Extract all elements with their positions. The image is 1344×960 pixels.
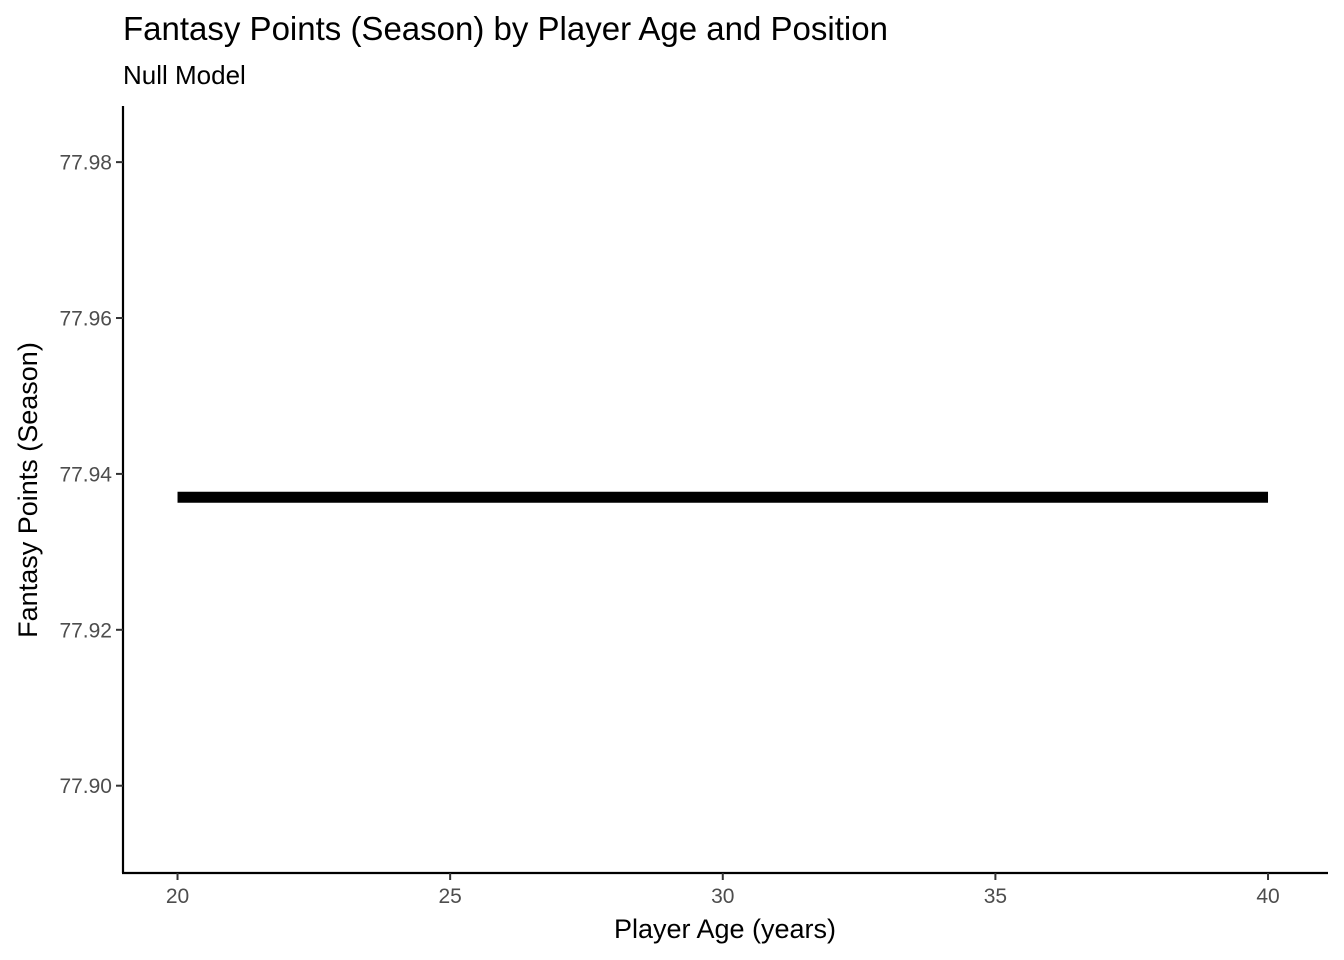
x-tick-label: 20 xyxy=(166,885,189,908)
x-tick-label: 30 xyxy=(711,885,734,908)
chart-subtitle: Null Model xyxy=(123,60,246,90)
y-tick-label: 77.96 xyxy=(59,308,112,331)
x-tick-label: 40 xyxy=(1256,885,1279,908)
y-tick-label: 77.98 xyxy=(59,152,112,175)
y-axis-ticks: 77.90 77.92 77.94 77.96 77.98 xyxy=(59,152,123,798)
x-axis-title: Player Age (years) xyxy=(614,914,836,944)
y-tick-label: 77.92 xyxy=(59,619,112,642)
x-tick-label: 25 xyxy=(438,885,461,908)
y-axis-title: Fantasy Points (Season) xyxy=(13,342,43,638)
chart-title: Fantasy Points (Season) by Player Age an… xyxy=(123,10,888,47)
x-tick-label: 35 xyxy=(984,885,1007,908)
y-tick-label: 77.94 xyxy=(59,463,112,486)
plot-panel: 77.90 77.92 77.94 77.96 77.98 20 25 30 35 40 xyxy=(59,106,1328,908)
x-axis-ticks: 20 25 30 35 40 xyxy=(166,873,1280,908)
y-tick-label: 77.90 xyxy=(59,775,112,798)
